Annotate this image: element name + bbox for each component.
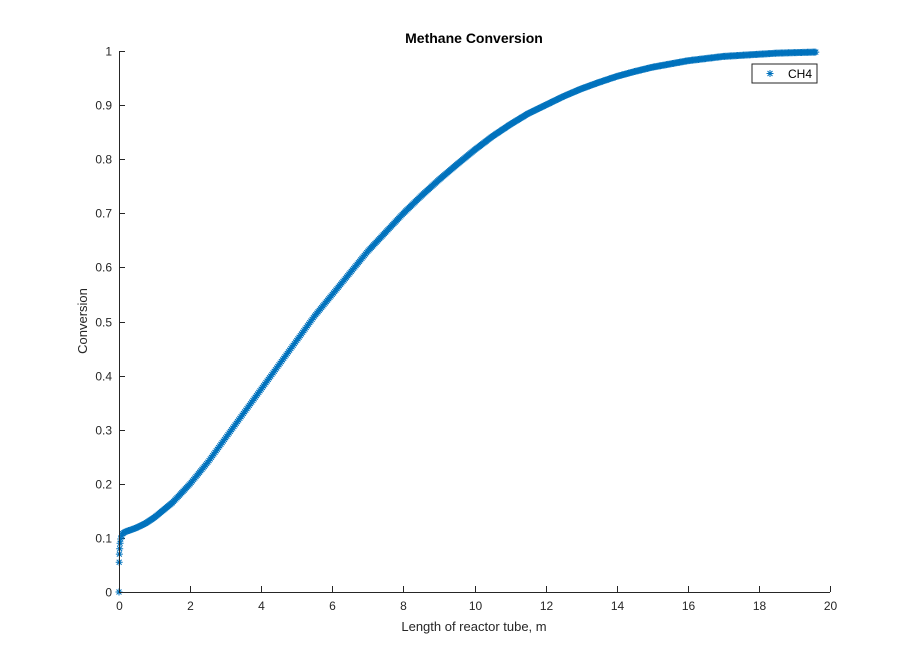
data-point <box>238 411 246 419</box>
data-points <box>115 48 820 596</box>
data-point <box>594 79 602 87</box>
data-point <box>612 73 620 81</box>
data-point <box>363 249 371 257</box>
y-tick-label: 0.2 <box>95 478 112 492</box>
data-point <box>345 270 353 278</box>
data-point <box>292 338 300 346</box>
data-point <box>523 110 531 118</box>
data-point <box>647 64 655 72</box>
x-tick-label: 0 <box>116 599 123 613</box>
legend: CH4 <box>751 63 818 84</box>
y-tick-label: 0.6 <box>95 261 112 275</box>
legend-label-ch4: CH4 <box>788 67 812 81</box>
data-point <box>309 314 317 322</box>
legend-box <box>751 63 818 84</box>
data-point <box>117 535 125 543</box>
x-axis-title: Length of reactor tube, m <box>401 619 546 634</box>
data-point <box>558 93 566 101</box>
y-tick-label: 0.7 <box>95 207 112 221</box>
data-point <box>124 527 132 535</box>
data-point <box>327 292 335 300</box>
y-tick-label: 0.8 <box>95 153 112 167</box>
x-tick-label: 2 <box>187 599 194 613</box>
data-point <box>121 528 129 536</box>
data-point <box>629 68 637 76</box>
data-point <box>576 85 584 93</box>
chart-title: Methane Conversion <box>405 30 543 46</box>
y-tick-label: 0.9 <box>95 99 112 113</box>
y-tick-label: 0 <box>105 586 112 600</box>
x-tick-label: 10 <box>469 599 483 613</box>
x-tick-label: 6 <box>329 599 336 613</box>
x-tick-label: 4 <box>258 599 265 613</box>
x-tick-label: 20 <box>824 599 838 613</box>
x-axis-ticks: 0 2 4 6 8 10 12 14 16 18 20 <box>116 586 837 613</box>
data-point <box>256 387 264 395</box>
data-point <box>203 460 211 468</box>
x-tick-label: 18 <box>753 599 767 613</box>
data-point <box>132 524 140 532</box>
legend-marker-ch4 <box>766 70 774 77</box>
data-point <box>116 539 124 547</box>
y-tick-label: 0.5 <box>95 316 112 330</box>
axes-frame <box>119 51 830 593</box>
y-tick-label: 0.4 <box>95 370 112 384</box>
data-point <box>185 481 193 489</box>
legend-marker-asterisk <box>766 70 774 77</box>
y-tick-label: 1 <box>105 45 112 59</box>
x-tick-label: 14 <box>611 599 625 613</box>
x-tick-label: 12 <box>540 599 554 613</box>
data-point <box>274 362 282 370</box>
y-axis-title: Conversion <box>75 288 90 354</box>
y-tick-label: 0.1 <box>95 532 112 546</box>
x-tick-label: 16 <box>682 599 696 613</box>
data-point <box>118 532 126 540</box>
data-point <box>141 520 149 528</box>
data-point <box>220 435 228 443</box>
data-point <box>505 121 513 129</box>
y-tick-label: 0.3 <box>95 424 112 438</box>
data-point <box>540 102 548 110</box>
x-tick-label: 8 <box>400 599 407 613</box>
data-point <box>811 48 819 56</box>
